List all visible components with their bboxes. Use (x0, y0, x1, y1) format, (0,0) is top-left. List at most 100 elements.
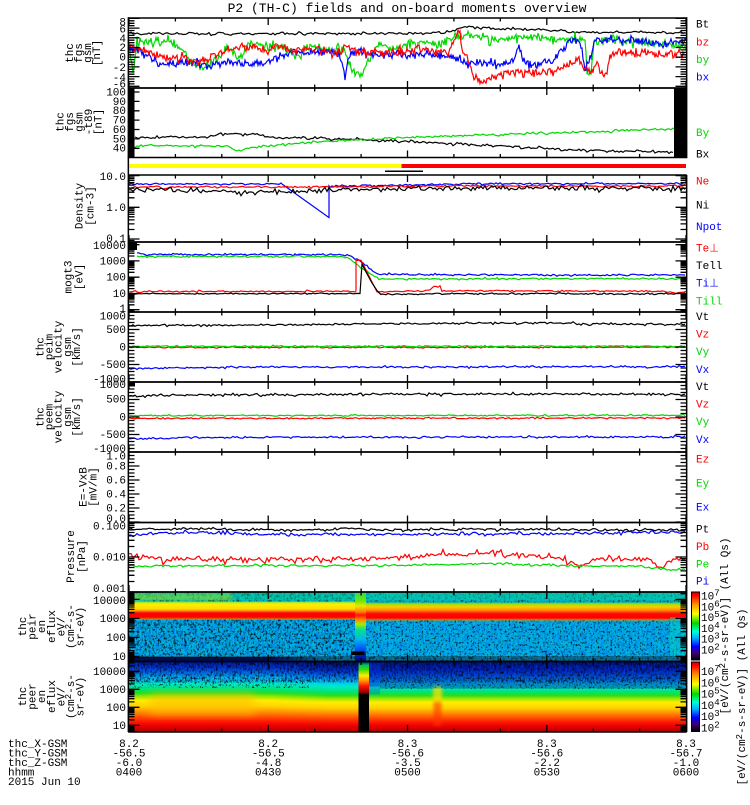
svg-text:Vz: Vz (696, 400, 709, 412)
svg-text:gsm: gsm (75, 112, 87, 132)
svg-text:Vx: Vx (696, 435, 710, 447)
svg-text:Pe: Pe (696, 560, 709, 572)
svg-text:eV/: eV/ (56, 617, 68, 637)
svg-text:-6.0: -6.0 (116, 758, 142, 770)
svg-text:0.4: 0.4 (106, 490, 126, 502)
svg-text:en: en (37, 620, 49, 633)
svg-text:thc_X-GSM: thc_X-GSM (8, 739, 67, 751)
svg-text:peir: peir (28, 613, 40, 639)
svg-text:0.010: 0.010 (93, 553, 126, 565)
svg-text:eflux: eflux (47, 680, 59, 713)
svg-text:500: 500 (106, 395, 126, 407)
svg-text:100: 100 (106, 633, 126, 645)
svg-text:-1000: -1000 (93, 444, 126, 456)
svg-text:Pressure: Pressure (66, 530, 78, 583)
svg-text:Ni: Ni (696, 201, 710, 213)
svg-text:0: 0 (119, 413, 126, 425)
svg-text:10: 10 (113, 652, 126, 664)
svg-text:Te⊥: Te⊥ (696, 244, 719, 256)
svg-text:bz: bz (696, 37, 709, 49)
svg-text:100: 100 (106, 273, 126, 285)
svg-text:500: 500 (106, 325, 126, 337)
svg-text:-500: -500 (100, 430, 126, 442)
svg-text:-1000: -1000 (93, 375, 126, 387)
svg-text:Vz: Vz (696, 330, 709, 342)
svg-text:-2.2: -2.2 (534, 758, 560, 770)
svg-text:-56.6: -56.6 (530, 749, 563, 761)
svg-text:0600: 0600 (673, 768, 699, 780)
svg-text:Vt: Vt (696, 382, 709, 394)
svg-text:[nT]: [nT] (94, 109, 106, 135)
svg-text:Vt: Vt (696, 312, 709, 324)
svg-text:Till: Till (696, 296, 722, 308)
svg-text:bx: bx (696, 73, 710, 85)
svg-text:-t89: -t89 (84, 109, 96, 135)
svg-text:[eV/(cm2-s-sr-eV)] (All Qs): [eV/(cm2-s-sr-eV)] (All Qs) (718, 537, 732, 714)
svg-text:10.0: 10.0 (100, 172, 126, 184)
svg-text:Ez: Ez (696, 455, 709, 467)
svg-text:gsm: gsm (63, 337, 75, 357)
svg-text:[km/s]: [km/s] (72, 397, 84, 437)
svg-text:-3.5: -3.5 (394, 758, 420, 770)
svg-text:0.2: 0.2 (106, 504, 126, 516)
svg-text:-6: -6 (113, 80, 126, 92)
svg-text:80: 80 (113, 106, 126, 118)
svg-text:1.0: 1.0 (106, 203, 126, 215)
svg-text:100: 100 (106, 88, 126, 100)
svg-text:100: 100 (106, 703, 126, 715)
svg-text:1000: 1000 (100, 312, 126, 324)
svg-text:eflux: eflux (47, 610, 59, 643)
svg-text:[eV/(cm2-s-sr-eV)] (All Qs): [eV/(cm2-s-sr-eV)] (All Qs) (735, 608, 749, 785)
svg-text:0.0: 0.0 (106, 514, 126, 526)
svg-text:-56.5: -56.5 (252, 749, 285, 761)
svg-text:0.1: 0.1 (106, 234, 126, 246)
svg-text:thc: thc (56, 112, 68, 132)
svg-text:sr-eV): sr-eV) (76, 677, 88, 717)
svg-text:8.2: 8.2 (119, 739, 139, 751)
svg-text:en: en (37, 690, 49, 703)
svg-text:-500: -500 (100, 360, 126, 372)
svg-text:0530: 0530 (534, 768, 560, 780)
svg-text:0500: 0500 (394, 768, 420, 780)
svg-text:1.0: 1.0 (106, 452, 126, 464)
svg-text:Vx: Vx (696, 365, 710, 377)
svg-text:fgs: fgs (65, 112, 77, 132)
svg-text:Pi: Pi (696, 577, 710, 589)
svg-text:10: 10 (113, 721, 126, 733)
svg-text:-1.0: -1.0 (673, 758, 699, 770)
svg-text:2: 2 (119, 43, 126, 55)
svg-text:[km/s]: [km/s] (72, 327, 84, 367)
svg-text:peem: peem (45, 403, 57, 430)
svg-text:thc: thc (18, 687, 30, 707)
svg-text:10000: 10000 (93, 241, 126, 253)
svg-text:Ti⊥: Ti⊥ (696, 279, 719, 291)
svg-text:mogt3: mogt3 (64, 260, 76, 293)
svg-text:sr-eV): sr-eV) (76, 607, 88, 647)
svg-text:Tell: Tell (696, 261, 722, 273)
svg-text:thc: thc (36, 337, 48, 357)
svg-text:1000: 1000 (100, 685, 126, 697)
svg-text:0.100: 0.100 (93, 522, 126, 534)
svg-text:Pb: Pb (696, 542, 709, 554)
svg-text:0.001: 0.001 (93, 584, 126, 596)
svg-text:(cm2-s-: (cm2-s- (64, 674, 78, 719)
svg-text:8.3: 8.3 (398, 739, 418, 751)
svg-text:Ey: Ey (696, 479, 710, 491)
svg-text:10000: 10000 (93, 596, 126, 608)
svg-text:0.6: 0.6 (106, 476, 126, 488)
svg-text:10000: 10000 (93, 667, 126, 679)
svg-text:4: 4 (119, 34, 126, 46)
svg-text:-56.7: -56.7 (669, 749, 702, 761)
svg-text:Npot: Npot (696, 222, 722, 234)
svg-text:1: 1 (119, 304, 126, 316)
svg-text:Vy: Vy (696, 417, 710, 429)
svg-text:gsm: gsm (63, 407, 75, 427)
svg-text:[nPa]: [nPa] (77, 540, 89, 573)
svg-text:[mV/m]: [mV/m] (89, 467, 101, 507)
svg-text:8.3: 8.3 (537, 739, 557, 751)
svg-text:1000: 1000 (100, 614, 126, 626)
svg-text:thc: thc (36, 407, 48, 427)
svg-text:Bx: Bx (696, 149, 710, 161)
svg-text:1000: 1000 (100, 256, 126, 268)
svg-text:[eV]: [eV] (75, 264, 87, 290)
